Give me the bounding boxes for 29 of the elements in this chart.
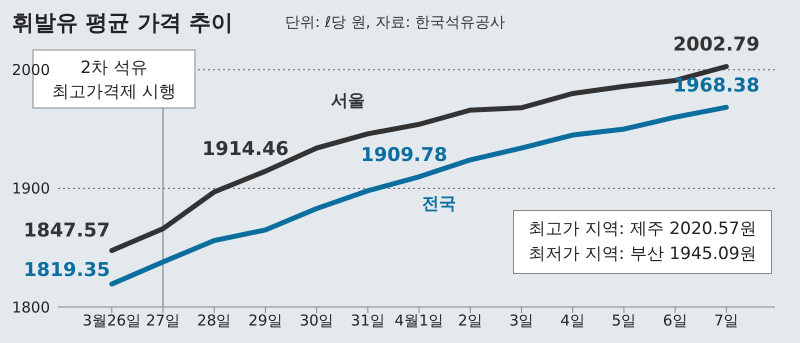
x-tick-label: 4월1일: [394, 312, 444, 330]
x-tick-label: 6일: [662, 312, 688, 330]
series-label: 전국: [422, 194, 456, 214]
data-label: 1914.46: [202, 138, 289, 160]
data-label: 1909.78: [360, 144, 448, 166]
x-tick-label: 2일: [458, 312, 483, 330]
ref-line-label: 2차 석유 최고가격제 시행: [52, 58, 176, 102]
annotation: 최저가 지역: 부산 1945.09원: [527, 243, 758, 266]
chart-subtitle: 단위: ℓ당 원, 자료: 한국석유공사: [285, 13, 506, 32]
chart-title: 휘발유 평균 가격 추이: [12, 10, 233, 38]
x-tick-label: 3일: [509, 312, 534, 330]
data-label: 1847.57: [24, 220, 110, 242]
x-tick-label: 3월26일: [82, 312, 142, 330]
data-label: 2002.79: [673, 33, 760, 56]
x-tick-label: 4일: [560, 312, 585, 330]
x-tick-label: 7일: [714, 312, 739, 330]
annotation: 최고가 지역: 제주 2020.57원: [527, 218, 758, 241]
x-tick-label: 27일: [146, 312, 180, 330]
y-tick-label: 1800: [12, 298, 50, 316]
data-label: 1819.35: [24, 259, 110, 282]
series-label: 서울: [330, 90, 365, 111]
x-tick-label: 31일: [350, 312, 385, 330]
data-label: 1968.38: [673, 74, 760, 96]
x-tick-label: 30일: [300, 312, 334, 330]
y-tick-label: 2000: [12, 61, 50, 80]
x-tick-label: 29일: [248, 312, 282, 330]
x-tick-label: 5일: [612, 312, 636, 330]
y-tick-label: 1900: [12, 180, 50, 198]
x-tick-label: 28일: [197, 312, 232, 330]
